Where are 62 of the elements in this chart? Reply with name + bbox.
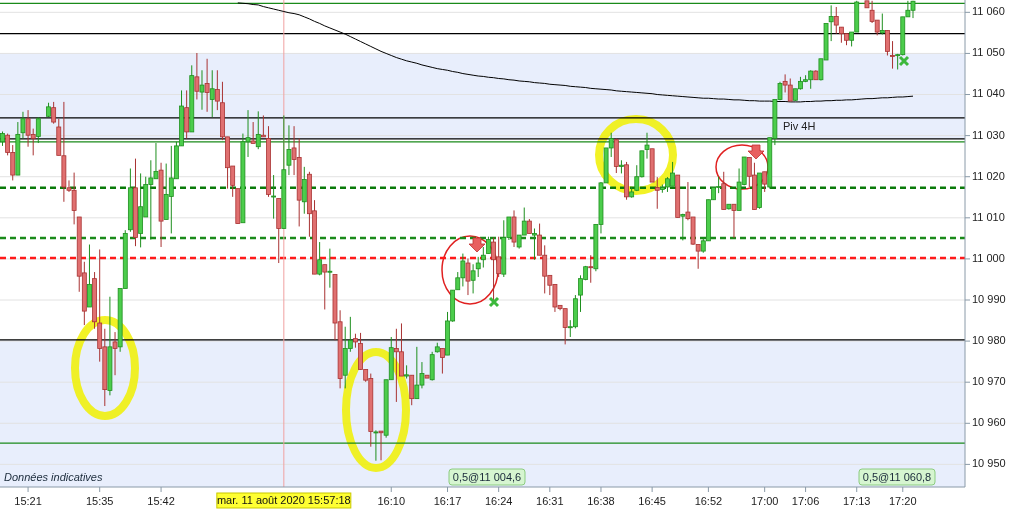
x-tick-label: 16:45 — [638, 495, 666, 507]
candlestick — [194, 52, 200, 100]
candlestick — [112, 331, 118, 376]
candlestick — [879, 13, 885, 36]
y-tick-label: 10 970 — [972, 375, 1006, 388]
y-tick-label: 11 020 — [972, 169, 1005, 182]
y-tick-label: 11 030 — [972, 128, 1005, 141]
y-tick-label: 11 010 — [972, 210, 1005, 223]
y-tick-label: 11 040 — [972, 87, 1005, 100]
candlestick — [271, 174, 276, 220]
candlestick — [833, 6, 839, 35]
y-tick-label: 10 990 — [972, 292, 1006, 305]
annotation: 0,5@11 060,8 — [862, 471, 932, 483]
x-tick-label: 16:31 — [536, 495, 564, 507]
candlestick — [409, 374, 415, 406]
x-tick-label: 15:42 — [147, 495, 175, 507]
candlestick — [762, 171, 768, 193]
candlestick — [654, 176, 660, 210]
candlestick — [378, 430, 384, 461]
x-tick-label: 16:38 — [587, 495, 615, 507]
x-tick-label: 16:52 — [694, 495, 723, 507]
candlestick — [480, 246, 486, 269]
y-tick-label: 11 000 — [972, 251, 1005, 264]
x-tick-label: 17:00 — [750, 495, 779, 507]
x-tick-label: 16:24 — [484, 495, 513, 507]
candlestick — [87, 244, 92, 308]
ref-line-label: Piv 4H — [783, 119, 816, 132]
x-tick-label: 15:21 — [14, 495, 42, 507]
candlestick — [731, 203, 737, 239]
candlestick — [214, 69, 220, 111]
candlestick — [885, 29, 890, 56]
candlestick — [475, 256, 481, 278]
annotation: Données indicatives — [4, 471, 103, 483]
candlestick — [199, 69, 205, 111]
y-tick-label: 11 060 — [972, 5, 1005, 18]
candlestick — [322, 264, 328, 310]
candlestick — [20, 111, 26, 139]
y-tick-label: 10 950 — [972, 457, 1006, 470]
y-tick-label: 11 050 — [972, 46, 1005, 59]
annotation: 0,5@11 004,6 — [452, 471, 522, 483]
candlestick — [470, 263, 476, 294]
y-tick-label: 10 960 — [972, 416, 1006, 429]
x-tick-label: 16:10 — [377, 495, 406, 507]
candlestick — [301, 166, 307, 215]
candlestick — [51, 101, 57, 125]
candlestick — [440, 348, 445, 375]
candlestick — [204, 58, 210, 113]
x-tick-label: 17:06 — [791, 495, 820, 507]
x-tick-label: 17:13 — [842, 495, 871, 507]
candlestick — [209, 69, 215, 118]
candlestick — [890, 40, 895, 70]
candlestick — [317, 241, 323, 276]
candlestick — [260, 114, 266, 138]
candlestick — [327, 248, 333, 289]
candlestick — [250, 121, 256, 144]
x-tick-label: 15:35 — [85, 495, 114, 507]
x-tick-label: mar. 11 août 2020 15:57:18 — [216, 494, 351, 506]
candlestick — [465, 258, 471, 296]
x-tick-label: 16:17 — [433, 495, 462, 507]
candlestick — [588, 254, 594, 284]
y-tick-label: 10 980 — [972, 334, 1006, 347]
x-tick-label: 17:20 — [889, 495, 917, 507]
